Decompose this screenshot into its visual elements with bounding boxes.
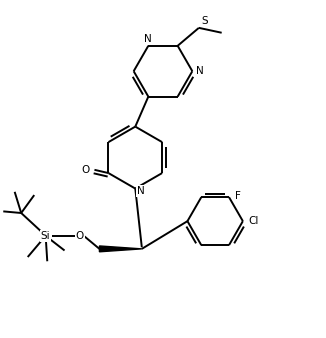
Text: N: N <box>144 34 152 44</box>
Polygon shape <box>99 246 142 252</box>
Text: Cl: Cl <box>249 216 259 226</box>
Text: S: S <box>201 16 208 26</box>
Text: F: F <box>235 191 241 200</box>
Text: N: N <box>196 66 204 76</box>
Text: O: O <box>76 231 84 241</box>
Text: N: N <box>137 186 145 196</box>
Text: O: O <box>81 165 90 175</box>
Text: Si: Si <box>41 231 51 241</box>
